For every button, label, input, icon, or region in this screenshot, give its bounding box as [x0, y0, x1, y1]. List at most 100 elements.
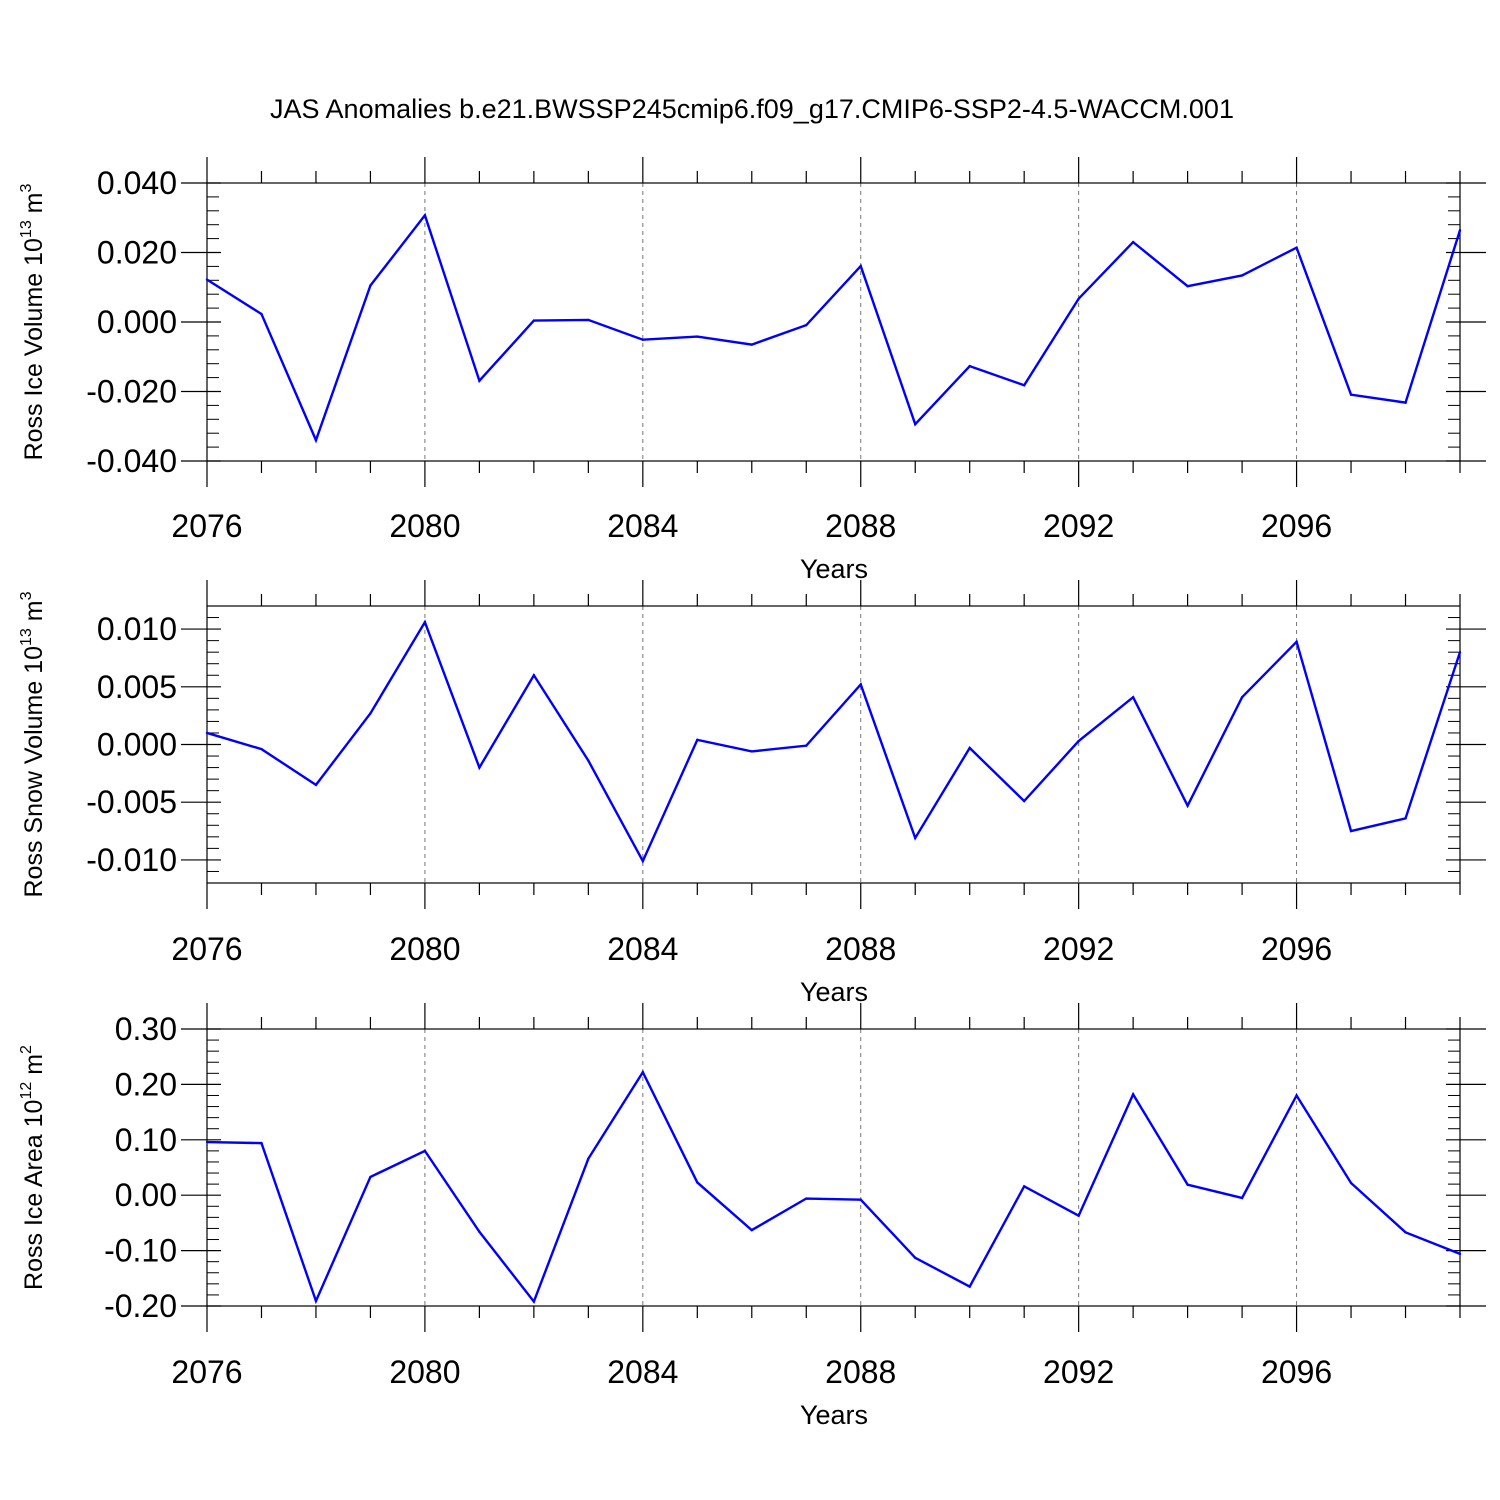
data-point	[1077, 739, 1080, 743]
data-point	[750, 750, 753, 753]
x-tick-label: 2076	[171, 1354, 242, 1390]
y-tick-label: 0.00	[115, 1177, 177, 1213]
x-axis-label: Years	[800, 1400, 868, 1430]
data-point	[696, 1181, 699, 1184]
data-point	[369, 1175, 372, 1179]
y-axis-label: Ross Ice Area 1012 m2	[18, 1045, 48, 1290]
data-point	[1131, 1093, 1135, 1096]
data-point	[1022, 1185, 1026, 1188]
data-point	[1458, 650, 1462, 654]
data-point	[750, 343, 753, 346]
x-tick-label: 2096	[1261, 931, 1332, 967]
data-point	[696, 738, 699, 742]
x-tick-label: 2096	[1261, 1354, 1332, 1390]
data-point	[1349, 393, 1353, 396]
data-point	[478, 1230, 481, 1233]
data-point	[1404, 817, 1407, 820]
data-point	[1077, 297, 1080, 300]
data-point	[805, 744, 808, 747]
data-point	[1131, 240, 1135, 244]
data-point	[1295, 1094, 1298, 1097]
data-point	[1240, 274, 1244, 277]
x-tick-label: 2092	[1043, 931, 1114, 967]
data-point	[205, 1140, 209, 1144]
data-point	[205, 278, 209, 281]
data-point	[423, 214, 427, 217]
data-point	[314, 1299, 318, 1303]
data-point	[1295, 640, 1298, 643]
data-point	[968, 746, 971, 750]
series-line	[206, 619, 1462, 864]
data-point	[1458, 229, 1462, 232]
data-point	[914, 422, 917, 426]
data-point	[1131, 695, 1135, 699]
y-tick-label: -0.040	[86, 443, 177, 479]
data-point	[968, 1285, 971, 1288]
x-tick-label: 2076	[171, 931, 242, 967]
series-line	[206, 1069, 1461, 1305]
data-point	[478, 766, 481, 769]
data-point	[1404, 1231, 1407, 1234]
data-point	[641, 1071, 645, 1074]
x-tick-label: 2080	[389, 508, 460, 544]
data-point	[1186, 1183, 1189, 1186]
y-tick-label: 0.30	[115, 1011, 177, 1047]
data-point	[314, 783, 318, 787]
data-point	[260, 312, 263, 316]
data-point	[1022, 799, 1026, 803]
y-tick-label: 0.20	[115, 1066, 177, 1102]
data-point	[423, 620, 427, 624]
data-point	[1077, 1214, 1080, 1217]
series-line	[206, 212, 1462, 444]
data-point	[369, 284, 372, 287]
data-point	[587, 759, 590, 762]
chart-title: JAS Anomalies b.e21.BWSSP245cmip6.f09_g1…	[270, 94, 1234, 124]
panel-1: -0.040 -0.020 0.000 0.020 0.040 2076 2080 2084 2…	[18, 157, 1486, 584]
y-tick-label: 0.000	[97, 727, 177, 763]
data-point	[260, 747, 263, 751]
x-tick-label: 2084	[607, 931, 678, 967]
y-tick-label: 0.040	[97, 165, 177, 201]
y-axis-label: Ross Ice Volume 1013 m3	[18, 183, 48, 460]
data-point	[478, 379, 481, 382]
data-point	[532, 319, 536, 322]
x-tick-label: 2096	[1261, 508, 1332, 544]
data-point	[696, 335, 699, 338]
data-point	[914, 836, 917, 840]
data-point	[1186, 285, 1189, 288]
y-tick-label: -0.010	[86, 842, 177, 878]
data-point	[532, 1300, 536, 1303]
x-tick-label: 2076	[171, 508, 242, 544]
data-point	[1240, 1196, 1244, 1200]
data-point	[641, 338, 645, 341]
y-tick-label: 0.010	[97, 611, 177, 647]
data-point	[1404, 401, 1407, 404]
data-point	[1349, 829, 1353, 833]
data-point	[369, 712, 372, 715]
x-axis-label: Years	[800, 554, 868, 584]
data-point	[968, 364, 971, 368]
x-tick-label: 2088	[825, 1354, 896, 1390]
plot-frame	[206, 182, 1461, 462]
data-point	[587, 318, 590, 322]
x-axis-label: Years	[800, 977, 868, 1007]
data-point	[750, 1228, 753, 1232]
data-point	[914, 1256, 917, 1260]
data-point	[641, 859, 645, 863]
x-tick-label: 2084	[607, 508, 678, 544]
plot-frame	[206, 605, 1461, 884]
data-point	[587, 1157, 590, 1160]
x-tick-label: 2080	[389, 931, 460, 967]
x-tick-label: 2088	[825, 931, 896, 967]
x-tick-label: 2092	[1043, 1354, 1114, 1390]
data-point	[532, 674, 536, 677]
data-point	[1240, 695, 1244, 699]
y-tick-label: 0.000	[97, 304, 177, 340]
y-tick-label: -0.005	[86, 784, 177, 820]
data-point	[423, 1149, 427, 1153]
data-point	[260, 1141, 263, 1145]
panel-2: -0.010 -0.005 0.000 0.005 0.010 2076 2080 2084 2…	[18, 580, 1486, 1007]
data-point	[805, 323, 808, 327]
x-tick-label: 2088	[825, 508, 896, 544]
